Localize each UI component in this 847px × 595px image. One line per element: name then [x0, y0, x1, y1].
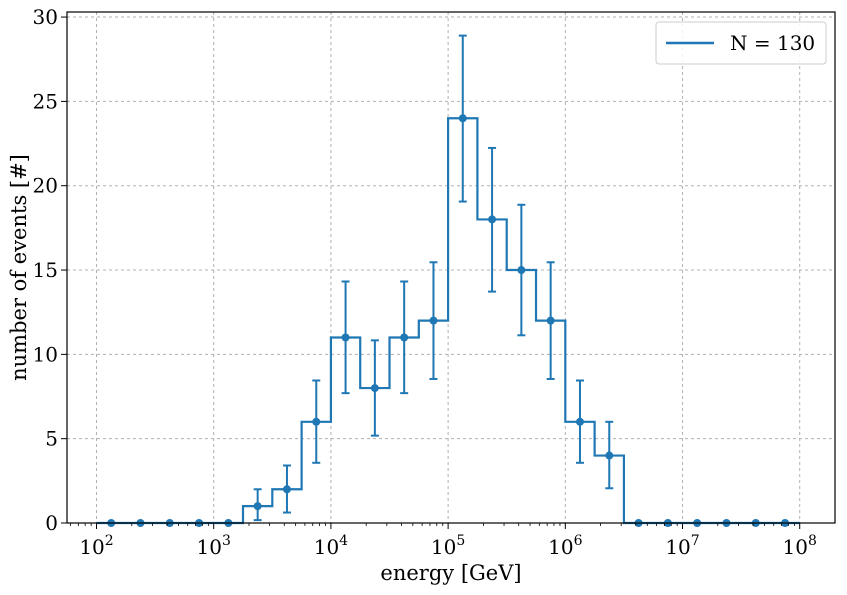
x-tick-exponent: 2: [105, 533, 114, 549]
x-tick-exponent: 6: [574, 533, 583, 549]
data-point: [370, 384, 379, 393]
y-tick-label: 5: [45, 427, 58, 451]
x-tick-base: 10: [314, 535, 339, 559]
data-point: [282, 485, 291, 494]
data-point: [253, 502, 262, 511]
plot-frame: [66, 11, 836, 524]
x-tick-label: 106: [548, 533, 582, 559]
x-tick-base: 10: [197, 535, 222, 559]
x-axis-label: energy [GeV]: [380, 561, 521, 585]
y-tick-label: 30: [33, 5, 58, 29]
x-tick-label: 107: [665, 533, 699, 559]
grid: [67, 12, 835, 524]
x-tick-exponent: 5: [456, 533, 465, 549]
histogram-step-line: [96, 117, 800, 525]
x-tick-base: 10: [548, 535, 573, 559]
data-point: [341, 333, 350, 342]
x-tick-exponent: 8: [808, 533, 817, 549]
x-tick-base: 10: [79, 535, 104, 559]
legend: N = 130: [655, 21, 827, 65]
x-tick-label: 108: [783, 533, 817, 559]
data-point: [488, 215, 497, 224]
legend-box: [655, 21, 827, 65]
x-tick-base: 10: [665, 535, 690, 559]
y-axis-label: number of events [#]: [7, 154, 31, 381]
legend-entry: N = 130: [730, 31, 815, 55]
y-tick-label: 0: [45, 511, 58, 535]
x-tick-base: 10: [783, 535, 808, 559]
data-point: [458, 114, 467, 123]
error-bars: [253, 34, 614, 522]
y-tick-label: 25: [33, 89, 58, 113]
x-tick-exponent: 3: [222, 533, 231, 549]
x-tick-exponent: 7: [691, 533, 700, 549]
data-point: [400, 333, 409, 342]
histogram-step-path: [96, 117, 800, 525]
axis-ticks: [61, 16, 801, 529]
y-tick-label: 20: [33, 174, 58, 198]
y-tick-label: 10: [33, 342, 58, 366]
x-tick-label: 103: [197, 533, 231, 559]
x-tick-base: 10: [431, 535, 456, 559]
data-point: [429, 316, 438, 325]
x-tick-label: 102: [79, 533, 113, 559]
data-point: [546, 316, 555, 325]
x-tick-exponent: 4: [339, 533, 348, 549]
data-point: [312, 417, 321, 426]
x-tick-label: 104: [314, 533, 348, 559]
y-tick-label: 15: [33, 258, 58, 282]
data-point: [575, 417, 584, 426]
data-point: [517, 266, 526, 275]
data-point: [605, 451, 614, 460]
x-tick-label: 105: [431, 533, 465, 559]
